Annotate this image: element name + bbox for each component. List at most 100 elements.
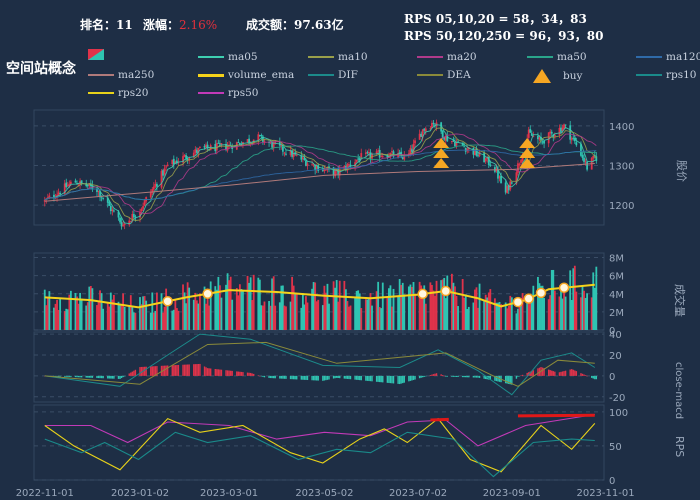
candle-body: [311, 164, 313, 166]
candle-body: [291, 150, 294, 157]
price-axis-label: 股价: [675, 160, 688, 182]
turnover-label: 成交额：: [246, 18, 295, 32]
macd-histogram-bar: [371, 375, 373, 382]
volume-bar: [443, 277, 446, 330]
volume-bar: [520, 304, 522, 330]
macd-histogram-bar: [359, 375, 361, 381]
volume-bar: [182, 284, 184, 330]
legend-item-rps20[interactable]: rps20: [88, 87, 149, 99]
macd-histogram-bar: [529, 371, 531, 376]
legend-item-volume-ema[interactable]: volume_ema: [198, 69, 294, 81]
candle-body: [86, 184, 89, 187]
volume-bar: [386, 297, 389, 330]
volume-bar: [424, 303, 427, 330]
candle-body: [317, 165, 320, 171]
volume-bar: [106, 302, 109, 330]
volume-bar: [119, 305, 121, 330]
macd-histogram-bar: [300, 375, 303, 380]
legend-item-ma250[interactable]: ma250: [88, 69, 154, 81]
macd-histogram-bar: [497, 375, 499, 382]
candle-body: [553, 134, 556, 137]
macd-histogram-bar: [59, 375, 61, 377]
volume-signal-marker: [162, 295, 173, 307]
volume-bar: [238, 284, 241, 330]
macd-histogram-bar: [564, 370, 567, 376]
candle-body: [80, 180, 83, 184]
price-tick-label: 1400: [609, 122, 634, 133]
macd-histogram-bar: [446, 375, 448, 377]
candle-body: [423, 128, 426, 131]
macd-histogram-bar: [517, 375, 519, 377]
candle-body: [454, 141, 456, 147]
volume-bar: [109, 292, 112, 330]
macd-histogram-bar: [504, 375, 507, 384]
legend-item-DEA[interactable]: DEA: [417, 69, 471, 81]
volume-signal-marker: [440, 285, 452, 297]
candle-body: [332, 167, 335, 176]
candle-body: [472, 147, 475, 155]
candle-body: [112, 210, 115, 212]
macd-histogram-bar: [182, 364, 184, 376]
macd-histogram-bar: [239, 371, 241, 376]
candle-body: [560, 127, 562, 132]
legend-item-buy[interactable]: buy: [527, 69, 582, 83]
volume-bar: [149, 312, 152, 330]
panel-frame: [33, 109, 605, 226]
macd-histogram-bar: [248, 372, 250, 376]
candle-body: [206, 144, 209, 149]
volume-bar: [151, 292, 154, 330]
legend-swatch: [308, 56, 334, 58]
legend-item-DIF[interactable]: DIF: [308, 69, 358, 81]
candle-body: [391, 151, 393, 153]
volume-bar: [420, 285, 423, 330]
candle-body: [452, 140, 455, 142]
macd-histogram-bar: [311, 375, 313, 381]
candle-body: [380, 156, 383, 158]
legend-label: rps10: [666, 69, 697, 81]
volume-bar: [478, 283, 481, 330]
legend-item-ma50[interactable]: ma50: [527, 51, 587, 63]
legend-item-rps10[interactable]: rps10: [636, 69, 697, 81]
rps-tick-label: 50: [609, 442, 622, 453]
volume-bar: [550, 270, 553, 330]
macd-histogram-bar: [506, 375, 508, 384]
volume-bar: [203, 286, 206, 330]
macd-histogram-bar: [280, 375, 283, 379]
macd-histogram-bar: [272, 375, 275, 379]
volume-bar: [463, 297, 466, 330]
volume-bar: [432, 290, 435, 330]
macd-histogram-bar: [440, 374, 442, 376]
volume-bar: [321, 305, 324, 330]
legend-item-ma10[interactable]: ma10: [308, 51, 368, 63]
volume-bar: [583, 290, 585, 330]
volume-bar: [194, 292, 197, 330]
candle-body: [549, 131, 552, 134]
candle-body: [527, 129, 530, 138]
volume-bar: [466, 309, 469, 330]
volume-bar: [66, 309, 69, 330]
legend-item-ma05[interactable]: ma05: [198, 51, 258, 63]
macd-histogram-bar: [563, 371, 565, 376]
candle-body: [389, 152, 392, 157]
macd-histogram-bar: [76, 375, 78, 378]
macd-histogram-bar: [64, 375, 66, 377]
legend-item-ma20[interactable]: ma20: [417, 51, 477, 63]
legend-item-rps50[interactable]: rps50: [198, 87, 259, 99]
volume-bar: [472, 302, 475, 330]
volume-bar: [401, 282, 404, 330]
volume-bar: [271, 278, 274, 330]
macd-histogram-bar: [368, 375, 370, 382]
macd-histogram-bar: [242, 372, 244, 376]
legend-label: ma05: [228, 51, 258, 63]
volume-bar: [283, 305, 286, 330]
legend-item-ma120[interactable]: ma120: [636, 51, 700, 63]
macd-histogram-bar: [139, 367, 141, 376]
macd-histogram-bar: [445, 375, 447, 377]
volume-bar: [553, 290, 556, 330]
macd-histogram-bar: [328, 375, 330, 380]
macd-histogram-bar: [151, 366, 154, 376]
macd-histogram-bar: [392, 375, 395, 384]
volume-bar: [285, 306, 287, 330]
volume-bar: [325, 292, 327, 330]
macd-histogram-bar: [422, 375, 424, 378]
